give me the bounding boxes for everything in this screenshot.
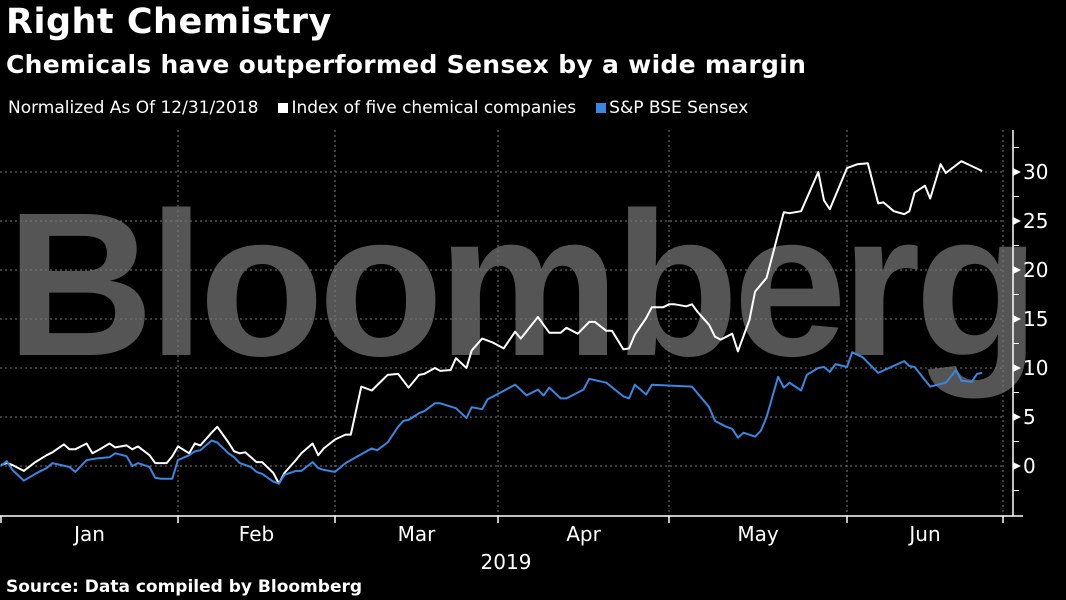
x-tick-label: Mar [398, 522, 437, 546]
y-tick-label: 10 [1023, 356, 1048, 380]
y-tick-label: 30 [1023, 160, 1048, 184]
watermark-logo: Bloomberg [6, 170, 1034, 399]
y-major-tick [1013, 266, 1021, 274]
x-tick-label: Apr [566, 522, 601, 546]
legend: Normalized As Of 12/31/2018 Index of fiv… [8, 98, 748, 118]
legend-label-sensex: S&P BSE Sensex [609, 98, 749, 118]
y-major-tick [1013, 462, 1021, 470]
chart-subtitle: Chemicals have outperformed Sensex by a … [6, 50, 807, 79]
legend-label-chemicals: Index of five chemical companies [291, 98, 577, 118]
x-axis-year-label: 2019 [481, 550, 532, 574]
gridlines [0, 130, 1004, 516]
chart-title: Right Chemistry [6, 2, 332, 42]
y-tick-label: 25 [1023, 209, 1048, 233]
series-line [0, 160, 983, 485]
legend-note: Normalized As Of 12/31/2018 [8, 98, 259, 118]
y-major-tick [1013, 364, 1021, 372]
y-tick-label: 20 [1023, 258, 1048, 282]
y-major-tick [1013, 217, 1021, 225]
series-lines [0, 160, 983, 485]
legend-swatch-white [278, 103, 289, 113]
legend-item-sensex: S&P BSE Sensex [596, 98, 748, 118]
axes [0, 130, 1023, 523]
tick-labels: 0 5 10 15 20 25 30 Jan Feb Mar Apr May Jun [72, 160, 1048, 546]
y-major-tick [1013, 413, 1021, 421]
x-tick-label: Jun [907, 522, 940, 546]
series-chemicals [0, 160, 983, 485]
source-note: Source: Data compiled by Bloomberg [6, 577, 363, 597]
legend-item-chemicals: Index of five chemical companies [278, 98, 576, 118]
x-tick-label: Feb [239, 522, 274, 546]
y-major-tick [1013, 315, 1021, 323]
y-tick-label: 0 [1023, 454, 1036, 478]
legend-swatch-blue [596, 103, 607, 113]
x-tick-label: Jan [72, 522, 105, 546]
y-tick-label: 5 [1023, 405, 1036, 429]
series-sensex [0, 351, 983, 485]
series-line [0, 351, 983, 485]
y-major-tick [1013, 168, 1021, 176]
y-tick-label: 15 [1023, 307, 1048, 331]
x-tick-label: May [737, 522, 779, 546]
